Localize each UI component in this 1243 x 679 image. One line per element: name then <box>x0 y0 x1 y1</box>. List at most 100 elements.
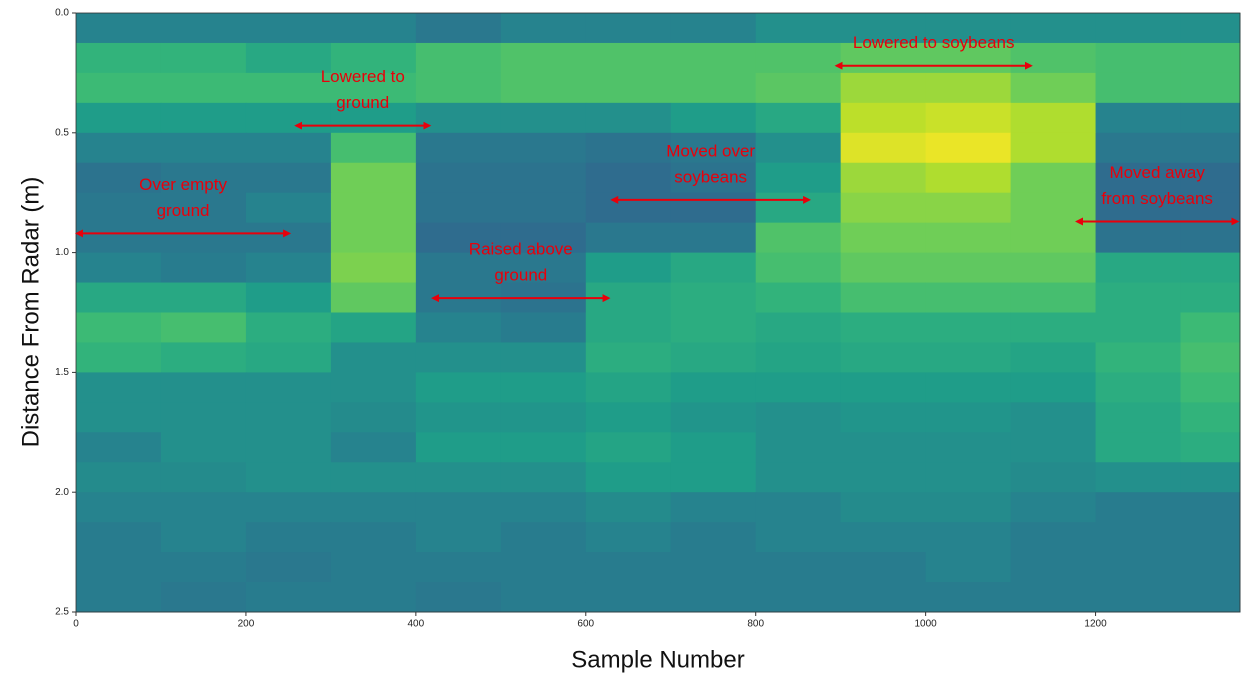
annotation-text: ground <box>336 93 389 112</box>
heatmap-cell <box>1095 552 1182 583</box>
heatmap-cell <box>500 42 587 74</box>
heatmap-cell <box>925 492 1012 523</box>
heatmap-cell <box>245 42 332 74</box>
heatmap-cell <box>1095 372 1182 403</box>
heatmap-cell <box>76 402 162 433</box>
annotation-text: Lowered to soybeans <box>853 33 1015 52</box>
heatmap-cell <box>925 522 1012 553</box>
heatmap-cell <box>245 402 332 433</box>
heatmap-cell <box>585 462 672 493</box>
heatmap-cell <box>925 552 1012 583</box>
heatmap-cell <box>755 432 842 463</box>
heatmap-cell <box>1010 402 1097 433</box>
heatmap-cell <box>1010 252 1097 284</box>
y-tick-label: 1.5 <box>55 367 69 378</box>
heatmap-cell <box>585 252 672 284</box>
heatmap <box>76 13 1241 613</box>
heatmap-cell <box>415 312 502 343</box>
heatmap-cell <box>755 42 842 74</box>
x-tick-label: 600 <box>577 619 594 630</box>
heatmap-cell <box>670 312 757 343</box>
heatmap-cell <box>500 372 587 403</box>
heatmap-cell <box>840 312 927 343</box>
annotation-text: from soybeans <box>1101 189 1213 208</box>
x-tick-label: 200 <box>238 619 255 630</box>
heatmap-cell <box>76 432 162 463</box>
heatmap-cell <box>245 372 332 403</box>
heatmap-cell <box>1010 192 1097 224</box>
heatmap-cell <box>840 522 927 553</box>
heatmap-cell <box>1010 582 1097 613</box>
heatmap-cell <box>1180 432 1241 463</box>
heatmap-cell <box>1010 162 1097 194</box>
heatmap-cell <box>160 72 247 104</box>
heatmap-cell <box>76 282 162 313</box>
heatmap-cell <box>755 582 842 613</box>
heatmap-cell <box>245 72 332 104</box>
heatmap-cell <box>1180 552 1241 583</box>
heatmap-cell <box>925 13 1012 44</box>
x-tick-label: 1200 <box>1084 619 1107 630</box>
heatmap-cell <box>500 552 587 583</box>
heatmap-cell <box>585 342 672 373</box>
heatmap-cell <box>755 402 842 433</box>
heatmap-cell <box>500 402 587 433</box>
heatmap-cell <box>1095 432 1182 463</box>
x-tick-label: 400 <box>408 619 425 630</box>
heatmap-cell <box>670 192 757 224</box>
heatmap-cell <box>670 492 757 523</box>
heatmap-cell <box>670 13 757 44</box>
heatmap-cell <box>840 162 927 194</box>
heatmap-cell <box>1180 372 1241 403</box>
heatmap-cell <box>76 252 162 284</box>
heatmap-cell <box>500 132 587 164</box>
heatmap-cell <box>160 552 247 583</box>
heatmap-cell <box>245 312 332 343</box>
y-tick-label: 0.5 <box>55 127 69 138</box>
heatmap-cell <box>160 132 247 164</box>
heatmap-cell <box>670 102 757 134</box>
heatmap-cell <box>925 132 1012 164</box>
heatmap-cell <box>670 522 757 553</box>
heatmap-cell <box>160 192 247 224</box>
heatmap-cell <box>500 13 587 44</box>
heatmap-cell <box>160 342 247 373</box>
heatmap-cell <box>1010 222 1097 254</box>
heatmap-cell <box>755 372 842 403</box>
heatmap-cell <box>1010 13 1097 44</box>
heatmap-cell <box>1180 13 1241 44</box>
heatmap-cell <box>160 492 247 523</box>
heatmap-cell <box>415 372 502 403</box>
heatmap-cell <box>840 342 927 373</box>
heatmap-cell <box>76 162 162 194</box>
heatmap-cell <box>415 162 502 194</box>
heatmap-cell <box>415 552 502 583</box>
heatmap-cell <box>840 132 927 164</box>
heatmap-cell <box>500 522 587 553</box>
heatmap-cell <box>755 462 842 493</box>
heatmap-cell <box>840 72 927 104</box>
heatmap-cell <box>925 72 1012 104</box>
heatmap-cell <box>415 402 502 433</box>
heatmap-cell <box>76 42 162 74</box>
heatmap-cell <box>160 432 247 463</box>
heatmap-cell <box>245 252 332 284</box>
heatmap-cell <box>755 522 842 553</box>
heatmap-cell <box>1095 72 1182 104</box>
heatmap-cell <box>585 312 672 343</box>
heatmap-cell <box>330 13 417 44</box>
heatmap-cell <box>415 432 502 463</box>
heatmap-cell <box>925 312 1012 343</box>
heatmap-cell <box>755 252 842 284</box>
heatmap-cell <box>585 522 672 553</box>
annotation-text: ground <box>157 201 210 220</box>
heatmap-cell <box>1010 102 1097 134</box>
heatmap-cell <box>1010 492 1097 523</box>
heatmap-cell <box>415 462 502 493</box>
heatmap-cell <box>415 102 502 134</box>
heatmap-cell <box>925 462 1012 493</box>
heatmap-cell <box>585 222 672 254</box>
heatmap-cell <box>585 582 672 613</box>
heatmap-cell <box>925 282 1012 313</box>
